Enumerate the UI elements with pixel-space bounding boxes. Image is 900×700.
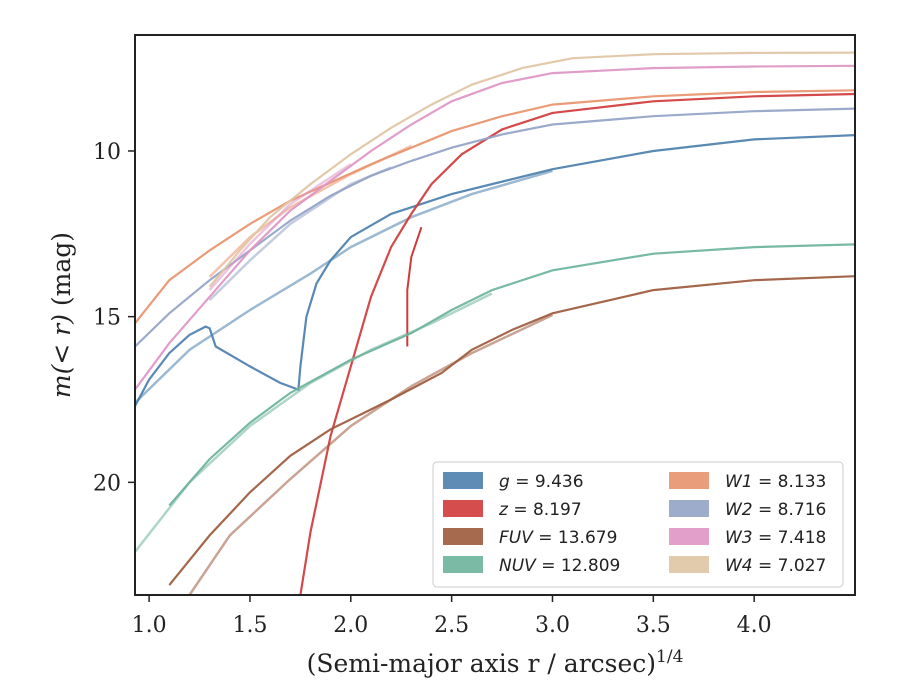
series-g-faint-line <box>135 169 553 404</box>
x-tick-label: 2.5 <box>434 613 469 638</box>
data-layer <box>135 51 855 595</box>
legend-entry-w4: W4 = 7.027 <box>669 556 826 576</box>
legend-entry-z: z = 8.197 <box>443 500 582 520</box>
y-tick-label: 15 <box>93 306 121 331</box>
y-tick-label: 20 <box>93 471 121 496</box>
legend-swatch <box>443 500 483 517</box>
series-w3-faint-line <box>208 163 352 291</box>
series-fuv-faint-line <box>188 313 554 595</box>
x-axis-title-text: (Semi-major axis r / arcsec) <box>307 649 656 678</box>
legend-swatch <box>443 528 483 545</box>
legend-swatch <box>669 556 709 573</box>
legend-entry-nuv: NUV = 12.809 <box>443 556 620 576</box>
legend-label: NUV = 12.809 <box>499 556 620 576</box>
legend-label: W3 = 7.418 <box>725 528 826 548</box>
series-w1-line <box>135 89 855 324</box>
series-g-line <box>135 134 855 407</box>
x-tick-label: 3.0 <box>535 613 570 638</box>
x-axis-title: (Semi-major axis r / arcsec)1/4 <box>307 647 684 678</box>
legend-swatch <box>669 500 709 517</box>
x-tick-label: 1.5 <box>232 613 267 638</box>
legend-entry-w3: W3 = 7.418 <box>669 528 826 548</box>
series-fuv-line <box>168 275 855 586</box>
series-w4-line <box>208 51 855 288</box>
y-axis-title: m(< r) (mag) <box>47 232 76 398</box>
series-w2-line <box>135 107 855 348</box>
y-tick-label: 10 <box>93 140 121 165</box>
x-tick-label: 2.0 <box>333 613 368 638</box>
legend-entry-g: g = 9.436 <box>443 472 584 492</box>
legend-swatch <box>443 556 483 573</box>
legend: g = 9.436 z = 8.197 FUV = 13.679 NUV = 12.8… <box>432 461 844 588</box>
y-axis-title-unit: (mag) <box>47 232 76 314</box>
legend-label: W4 = 7.027 <box>725 556 826 576</box>
legend-label: W1 = 8.133 <box>725 472 826 492</box>
legend-swatch <box>669 472 709 489</box>
series-nuv-line <box>168 243 855 507</box>
legend-entry-w2: W2 = 8.716 <box>669 500 826 520</box>
legend-label: W2 = 8.716 <box>725 500 826 520</box>
legend-box <box>432 461 844 588</box>
legend-swatch <box>669 528 709 545</box>
legend-entry-fuv: FUV = 13.679 <box>443 528 617 548</box>
legend-label: z = 8.197 <box>498 500 582 520</box>
series-z-line <box>299 92 855 595</box>
series-z-cusp-line <box>406 226 423 347</box>
plot-frame <box>134 34 856 596</box>
series-w3-line <box>135 64 855 391</box>
legend-entry-w1: W1 = 8.133 <box>669 472 826 492</box>
x-tick-label: 1.0 <box>132 613 167 638</box>
x-tick-label: 3.5 <box>636 613 671 638</box>
ticks-layer: 1.0 1.5 2.0 2.5 3.0 3.5 4.0 10 15 20 <box>93 140 772 638</box>
legend-label: FUV = 13.679 <box>499 528 617 548</box>
legend-swatch <box>443 472 483 489</box>
legend-label: g = 9.436 <box>499 472 584 492</box>
y-axis-title-math: m(< r) <box>47 314 76 398</box>
x-axis-title-superscript: 1/4 <box>656 647 683 667</box>
x-tick-label: 4.0 <box>737 613 772 638</box>
